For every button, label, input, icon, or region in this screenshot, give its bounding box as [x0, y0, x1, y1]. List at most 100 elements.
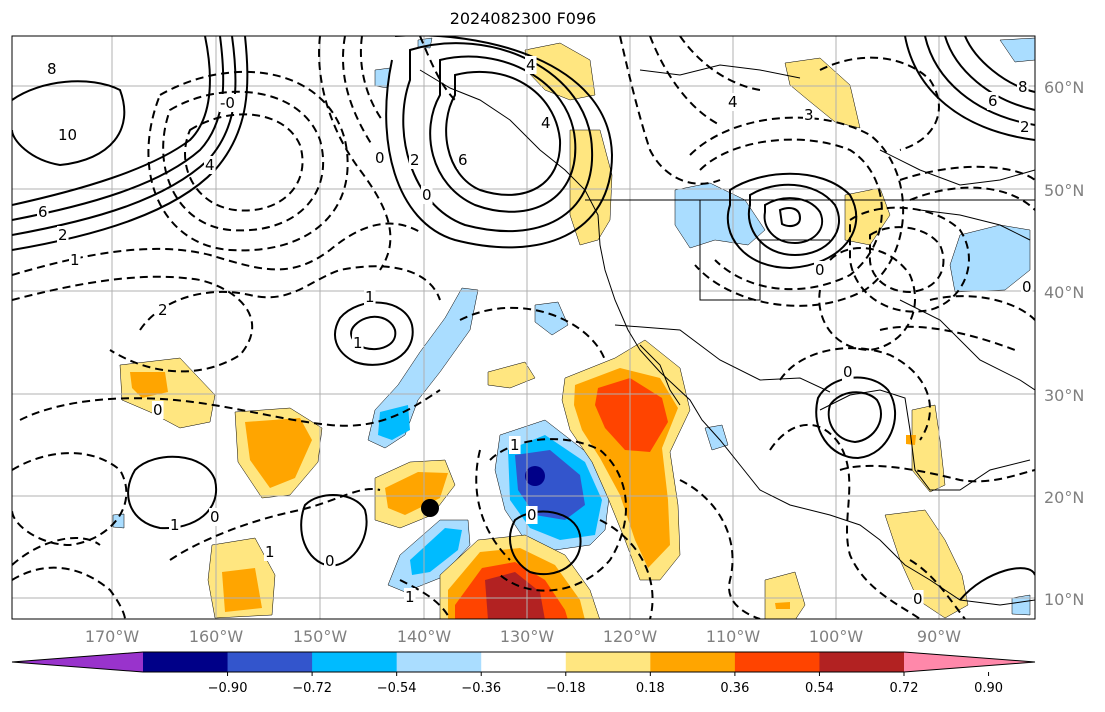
lon-label: 90°W — [917, 627, 961, 646]
colorbar-tick-label: −0.54 — [377, 681, 417, 696]
contour-label: 2 — [158, 301, 168, 319]
contour-label-halo — [69, 251, 81, 269]
contour-label-halo — [421, 186, 433, 204]
colorbar-tick-label: −0.90 — [208, 681, 248, 696]
negative-anomaly-area — [1011, 594, 1031, 616]
positive-anomaly-area — [595, 378, 668, 452]
positive-anomaly-area — [487, 361, 536, 389]
contour-label-halo — [374, 149, 386, 167]
lon-label: 150°W — [293, 627, 348, 646]
colorbar-segment — [396, 652, 482, 672]
colorbar-segment — [143, 652, 229, 672]
contour-label: 4 — [526, 56, 536, 74]
contour-label-halo — [352, 334, 364, 352]
contour-label: 0 — [422, 186, 432, 204]
contour-label-halo — [46, 60, 58, 78]
contour-label-halo — [1017, 78, 1029, 96]
lat-label: 10°N — [1044, 590, 1084, 609]
negative-anomaly-area — [534, 301, 569, 336]
dashed-contours — [12, 36, 1035, 619]
contour-label-halo — [404, 588, 416, 606]
contour-label-halo — [57, 226, 69, 244]
colorbar-segment — [312, 652, 398, 672]
positive-anomaly-area — [764, 571, 806, 619]
negative-anomaly-area — [367, 287, 479, 449]
lon-label: 110°W — [706, 627, 761, 646]
colorbar-tick-label: −0.72 — [292, 681, 332, 696]
latitude-labels: 60°N 50°N 40°N 30°N 20°N 10°N — [1044, 78, 1084, 609]
contour-label-halo — [409, 151, 421, 169]
contour-label-halo — [1019, 118, 1031, 136]
contour-label: 2 — [58, 226, 68, 244]
lon-label: 170°W — [85, 627, 140, 646]
contour-label: 4 — [728, 93, 738, 111]
colorbar-tick-label: −0.36 — [461, 681, 501, 696]
lat-label: 40°N — [1044, 283, 1084, 302]
colorbar-tick-label: 0.18 — [636, 681, 665, 696]
map-frame — [11, 35, 1036, 620]
colorbar-segment — [819, 652, 905, 672]
colorbar-tick-label: 0.72 — [890, 681, 919, 696]
contour-label: 8 — [47, 60, 57, 78]
contour-label: 3 — [804, 106, 814, 124]
contour-label: 1 — [353, 334, 363, 352]
contour-label: 0 — [843, 363, 853, 381]
contour-label-halo — [264, 543, 276, 561]
lat-label: 20°N — [1044, 488, 1084, 507]
contour-label-halo — [727, 93, 739, 111]
contour-label-halo — [324, 552, 336, 570]
positive-anomaly-area — [775, 602, 790, 609]
coastlines — [419, 64, 1035, 606]
contour-label: 0 — [527, 506, 537, 524]
contour-label-halo — [152, 401, 164, 419]
colorbar-tick-label: 0.90 — [974, 681, 1003, 696]
lat-label: 50°N — [1044, 181, 1084, 200]
contour-label: 0 — [1022, 278, 1032, 296]
contour-label: 0 — [325, 552, 335, 570]
positive-anomaly-area — [569, 129, 613, 246]
contour-label-halo — [209, 508, 221, 526]
contour-label: 1 — [70, 251, 80, 269]
contour-label: 1 — [265, 543, 275, 561]
lon-label: 120°W — [603, 627, 658, 646]
colorbar-extend-max — [904, 652, 1035, 672]
colorbar-segment — [734, 652, 820, 672]
contour-label-halo — [803, 106, 815, 124]
contour-label: 1 — [510, 436, 520, 454]
contour-label: 6 — [988, 92, 998, 110]
contour-label-halo — [540, 114, 552, 132]
lon-label: 160°W — [189, 627, 244, 646]
lon-label: 100°W — [809, 627, 864, 646]
contour-label: 0 — [375, 149, 385, 167]
contour-label-halo — [525, 56, 537, 74]
contour-label: 1 — [365, 288, 375, 306]
contour-label: 0 — [913, 590, 923, 608]
positive-anomaly-area — [222, 568, 262, 612]
contour-label-halo — [987, 92, 999, 110]
contour-label: 0 — [815, 261, 825, 279]
contour-label: 4 — [205, 156, 215, 174]
contour-label-halo — [219, 94, 236, 112]
map-title: 2024082300 F096 — [449, 9, 597, 28]
positive-anomaly-area — [485, 572, 545, 619]
contour-label-halo — [169, 516, 181, 534]
colorbar-segment — [481, 652, 567, 672]
contour-label-halo — [814, 261, 826, 279]
negative-anomaly-area — [410, 528, 462, 575]
colorbar-segment — [650, 652, 736, 672]
contour-label-halo — [526, 506, 538, 524]
colorbar: −0.90 −0.72 −0.54 −0.36 −0.18 0.18 0.36 0.54 0.7… — [11, 651, 1036, 696]
colorbar-tick-label: 0.36 — [720, 681, 749, 696]
contour-label-halo — [364, 288, 376, 306]
negative-anomaly-area — [704, 424, 729, 451]
contour-label-halo — [842, 363, 854, 381]
contour-label-halo — [57, 126, 79, 144]
contour-label-halo — [37, 203, 49, 221]
longitude-labels: 170°W 160°W 150°W 140°W 130°W 120°W 110°… — [85, 627, 961, 646]
contour-label: 2 — [1020, 118, 1030, 136]
contour-label-halo — [204, 156, 216, 174]
contour-label-halo — [912, 590, 924, 608]
negative-anomaly-core — [525, 466, 545, 486]
contour-label-halo — [157, 301, 169, 319]
contour-label: 1 — [405, 588, 415, 606]
